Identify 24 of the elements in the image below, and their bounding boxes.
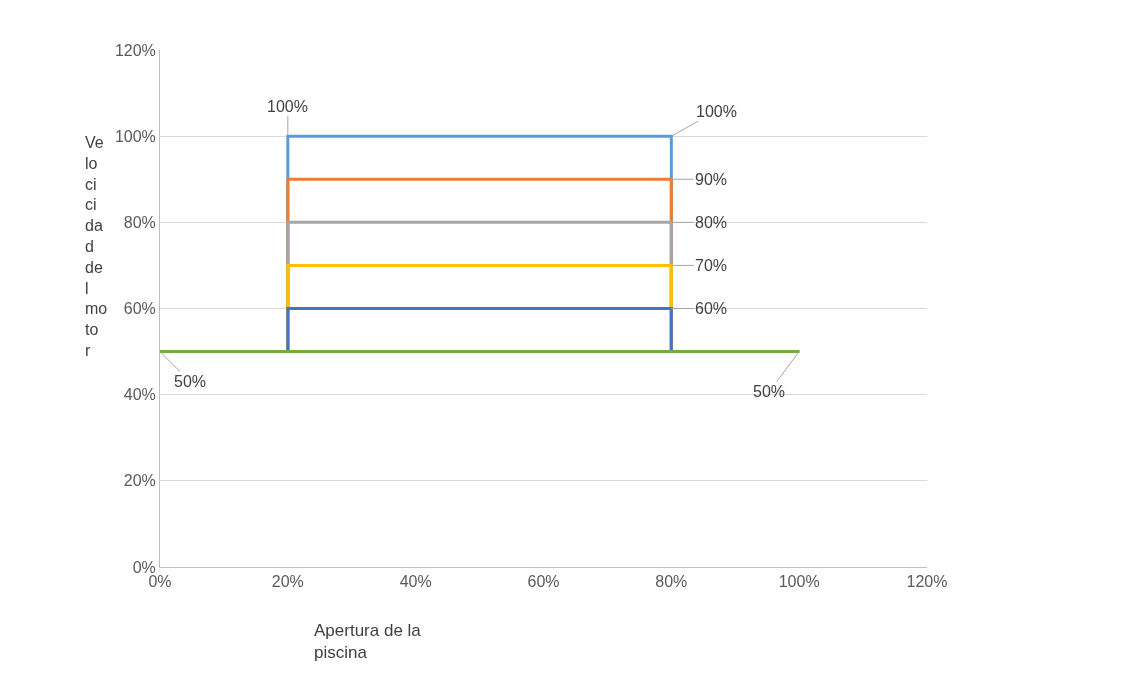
annotation: 50% — [753, 383, 786, 400]
y-tick-label: 20% — [123, 472, 156, 490]
x-tick-label: 80% — [655, 573, 688, 591]
annotation: 90% — [695, 171, 728, 188]
x-tick-label: 20% — [271, 573, 304, 591]
annotation: 100% — [267, 98, 308, 115]
y-tick-label: 100% — [114, 127, 156, 145]
y-tick-label: 40% — [123, 386, 156, 404]
x-tick-label: 100% — [778, 573, 820, 591]
annotation: 60% — [695, 300, 728, 317]
x-tick-label: 60% — [527, 573, 560, 591]
annotation: 80% — [695, 214, 728, 231]
annotation: 100% — [696, 103, 737, 120]
y-tick-label: 0% — [132, 558, 156, 576]
y-tick-label: 80% — [123, 213, 156, 231]
text: Velocicidad del motor — [85, 134, 108, 359]
x-tick-label: 120% — [906, 573, 948, 591]
y-tick-label: 120% — [114, 41, 156, 59]
x-axis-title: Apertura de la piscina — [314, 621, 422, 663]
y-tick-label: 60% — [123, 300, 156, 318]
annotation: 50% — [174, 373, 207, 390]
annotation: 70% — [695, 257, 728, 274]
x-tick-label: 40% — [399, 573, 432, 591]
x-tick-label: 0% — [148, 573, 172, 591]
